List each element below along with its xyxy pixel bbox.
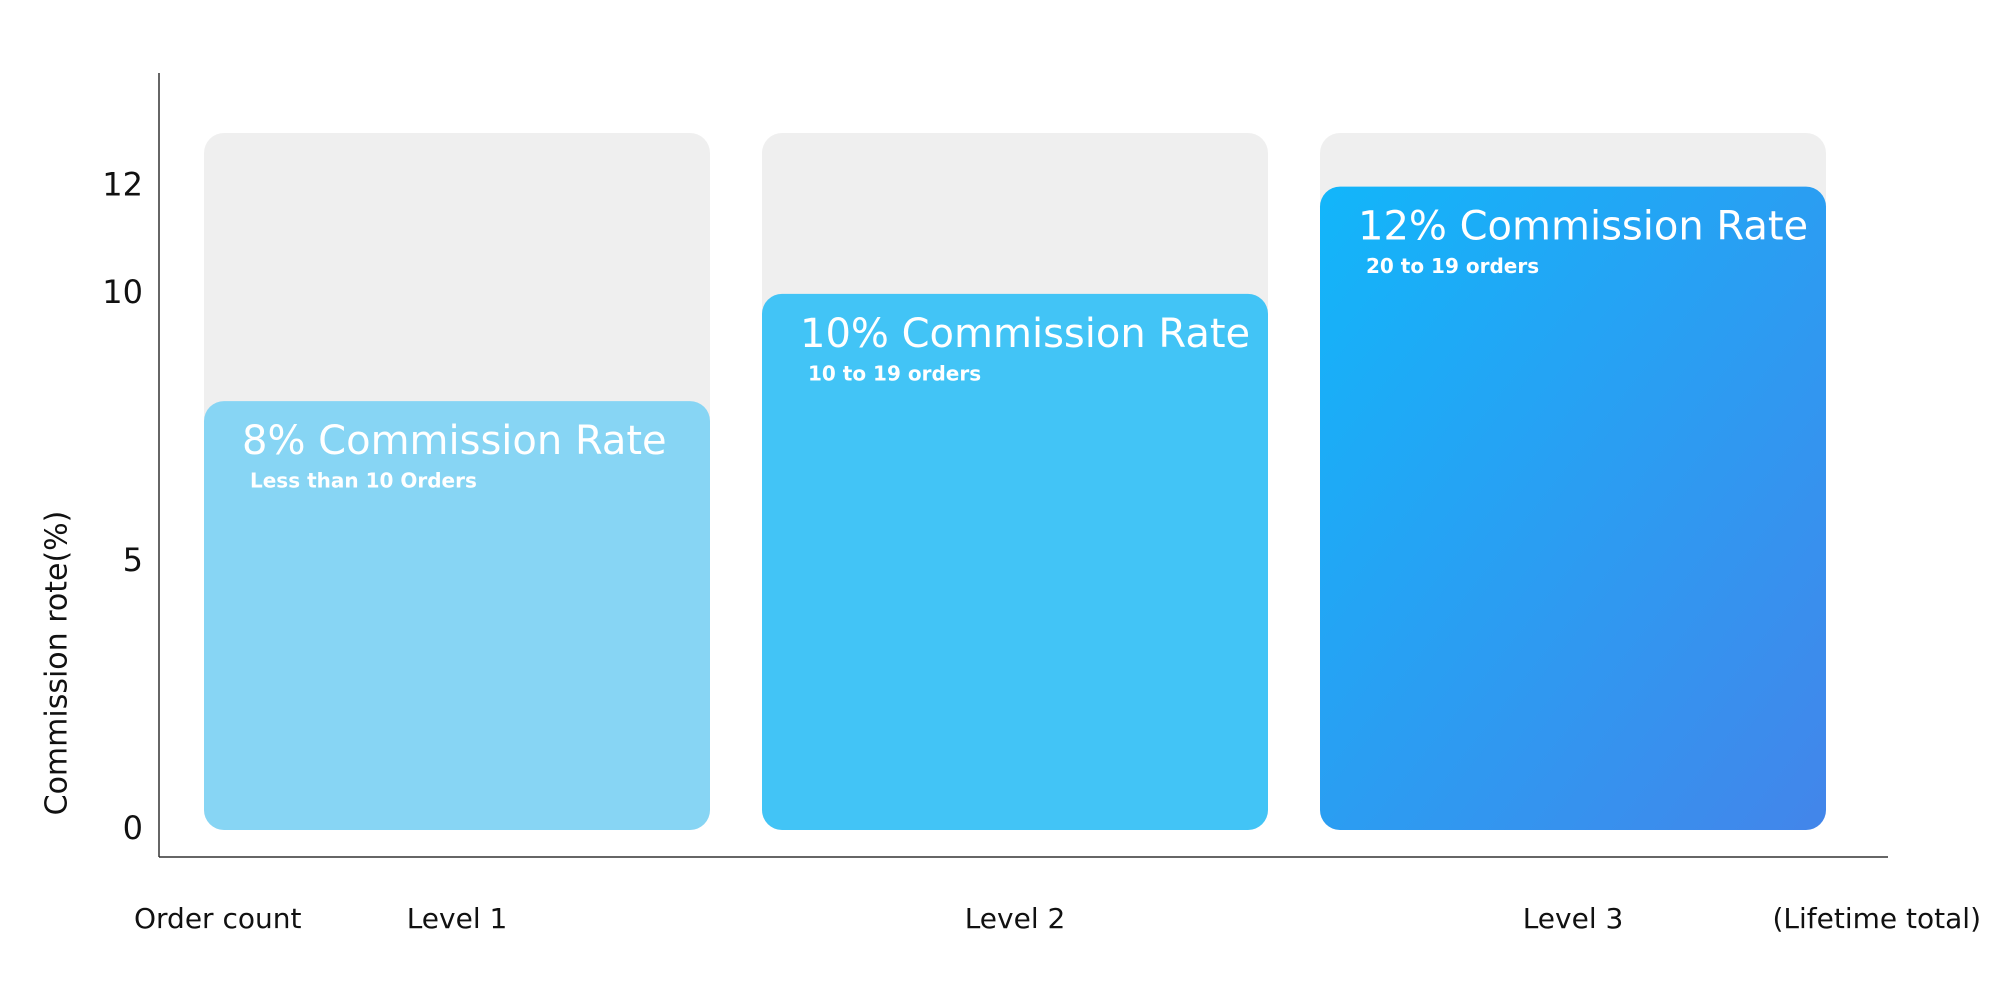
x-axis-note: (Lifetime total) [1773,902,1982,935]
bar-description: 10 to 19 orders [808,361,981,385]
bar-description: Less than 10 Orders [250,469,477,493]
bar [1320,186,1826,831]
bar-label: 10% Commission Rate [800,311,1250,357]
bar [762,293,1268,830]
y-tick-label: 0 [123,809,143,847]
y-tick-label: 12 [102,166,143,204]
bar-label: 12% Commission Rate [1358,204,1808,250]
y-axis-label: Commission rote(%) [40,511,75,816]
x-tick-label: Level 3 [1523,902,1624,935]
bar [204,401,710,830]
bar-label: 8% Commission Rate [242,418,667,464]
x-axis-label: Order count [134,902,301,935]
x-tick-label: Level 1 [407,902,508,935]
y-tick-label: 10 [102,273,143,311]
y-tick-label: 5 [123,541,143,579]
x-tick-label: Level 2 [965,902,1066,935]
bar-description: 20 to 19 orders [1366,254,1539,278]
